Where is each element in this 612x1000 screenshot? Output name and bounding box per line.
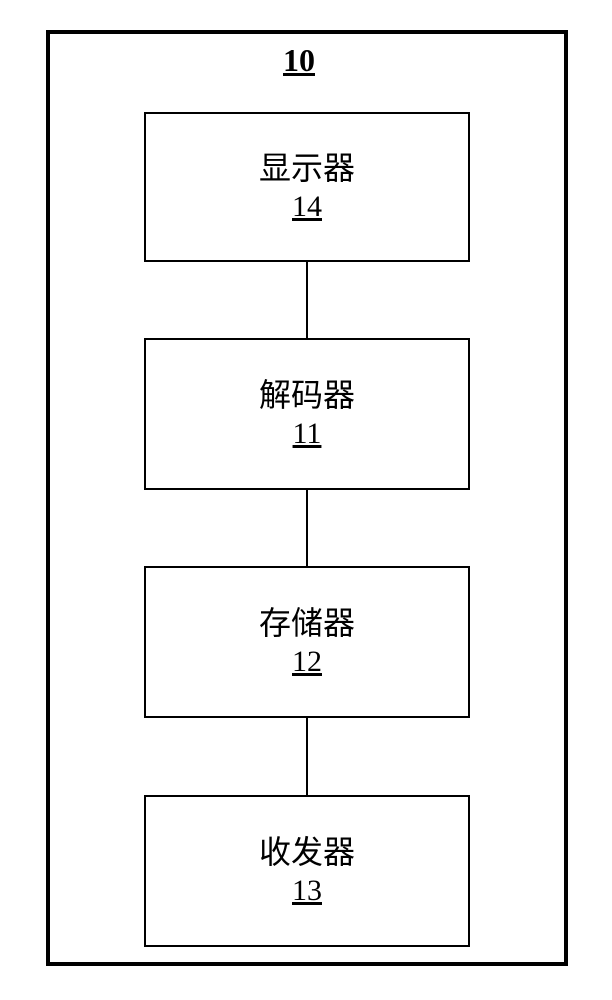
node-display-id: 14 <box>292 189 322 225</box>
node-memory-label: 存储器 <box>259 604 355 642</box>
node-decoder-label: 解码器 <box>259 376 355 414</box>
connector-memory-transceiver <box>306 718 308 795</box>
node-memory-id: 12 <box>292 644 322 680</box>
node-decoder: 解码器 11 <box>144 338 470 490</box>
diagram-canvas: { "canvas": { "width": 612, "height": 10… <box>0 0 612 1000</box>
node-transceiver-label: 收发器 <box>259 833 355 871</box>
outer-container-id-text: 10 <box>283 42 315 78</box>
outer-container-id: 10 <box>283 42 315 79</box>
connector-decoder-memory <box>306 490 308 566</box>
node-decoder-id: 11 <box>293 416 322 452</box>
node-transceiver: 收发器 13 <box>144 795 470 947</box>
connector-display-decoder <box>306 262 308 338</box>
node-display-label: 显示器 <box>259 149 355 187</box>
node-transceiver-id: 13 <box>292 873 322 909</box>
node-display: 显示器 14 <box>144 112 470 262</box>
node-memory: 存储器 12 <box>144 566 470 718</box>
